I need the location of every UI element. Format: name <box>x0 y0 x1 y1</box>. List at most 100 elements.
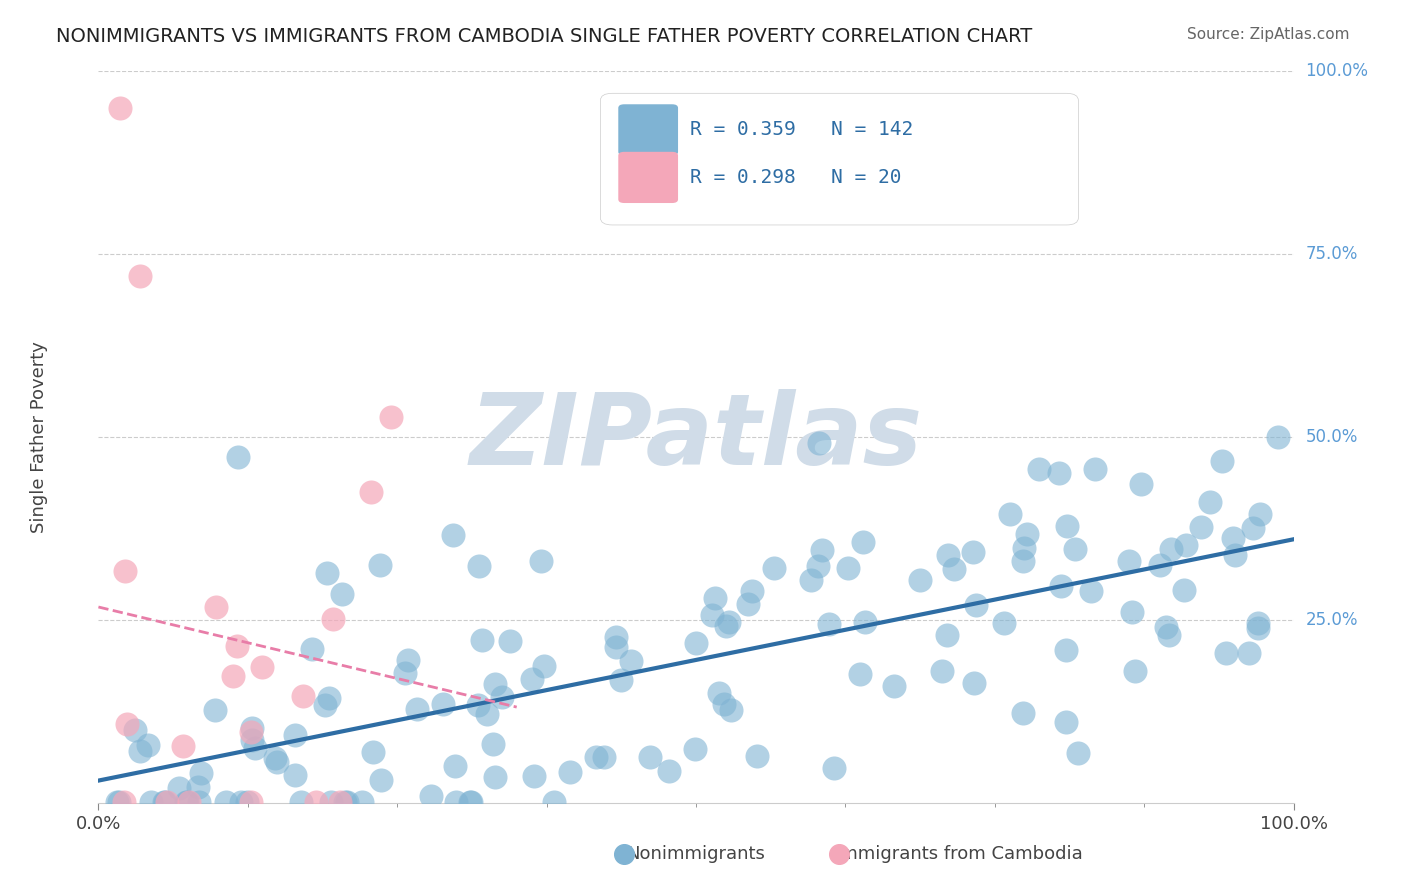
Point <box>1064 541 1087 556</box>
Point <box>229 795 252 809</box>
Point <box>605 640 627 654</box>
Point <box>522 673 544 687</box>
Point <box>1149 558 1171 572</box>
Point <box>1012 554 1035 568</box>
Point <box>380 409 402 424</box>
Point <box>460 795 482 809</box>
Point <box>1160 542 1182 557</box>
Point <box>747 748 769 763</box>
Point <box>823 761 845 775</box>
Point <box>720 703 742 717</box>
Point <box>810 543 832 558</box>
Point <box>1199 495 1222 509</box>
Text: 25.0%: 25.0% <box>1306 611 1358 629</box>
Point <box>139 795 162 809</box>
Point <box>329 795 352 809</box>
Point <box>935 628 957 642</box>
Point <box>714 619 737 633</box>
Point <box>828 847 851 861</box>
Point <box>741 584 763 599</box>
Point <box>1130 477 1153 491</box>
Point <box>943 562 966 576</box>
Point <box>717 615 740 629</box>
Point <box>239 795 262 809</box>
Point <box>962 545 984 559</box>
Point <box>1241 521 1264 535</box>
Point <box>1012 541 1035 556</box>
Point <box>965 598 987 612</box>
Point <box>605 630 627 644</box>
Point <box>301 641 323 656</box>
Point <box>167 780 190 795</box>
Point <box>737 597 759 611</box>
Point <box>316 566 339 580</box>
Point <box>155 795 177 809</box>
Point <box>187 780 209 794</box>
Point <box>1054 643 1077 657</box>
Point <box>685 636 707 650</box>
Point <box>713 697 735 711</box>
Point <box>468 559 491 574</box>
Text: NONIMMIGRANTS VS IMMIGRANTS FROM CAMBODIA SINGLE FATHER POVERTY CORRELATION CHAR: NONIMMIGRANTS VS IMMIGRANTS FROM CAMBODI… <box>56 27 1032 45</box>
Point <box>931 664 953 678</box>
Point <box>361 745 384 759</box>
Point <box>112 795 135 809</box>
Point <box>1049 466 1071 480</box>
Point <box>305 795 328 809</box>
Point <box>1000 507 1022 521</box>
Point <box>529 554 551 568</box>
Point <box>1056 715 1078 730</box>
Point <box>441 528 464 542</box>
Point <box>114 564 136 578</box>
Point <box>533 659 555 673</box>
Point <box>700 607 723 622</box>
Point <box>204 703 226 717</box>
Point <box>226 450 249 464</box>
Point <box>543 795 565 809</box>
Point <box>222 669 245 683</box>
Point <box>368 558 391 573</box>
Point <box>319 795 342 809</box>
Point <box>1017 527 1039 541</box>
Point <box>613 847 636 861</box>
Point <box>1157 628 1180 642</box>
Text: Source: ZipAtlas.com: Source: ZipAtlas.com <box>1187 27 1350 42</box>
Point <box>1121 606 1143 620</box>
Point <box>420 789 443 804</box>
Point <box>266 756 288 770</box>
Point <box>908 573 931 587</box>
Text: ZIPatlas: ZIPatlas <box>470 389 922 485</box>
Point <box>1067 747 1090 761</box>
FancyBboxPatch shape <box>619 104 678 155</box>
Point <box>1249 508 1271 522</box>
Point <box>124 723 146 737</box>
Point <box>560 764 582 779</box>
Point <box>471 633 494 648</box>
Point <box>1222 532 1244 546</box>
Text: 75.0%: 75.0% <box>1306 245 1358 263</box>
Point <box>1237 646 1260 660</box>
Point <box>136 738 159 752</box>
Point <box>225 639 247 653</box>
Point <box>115 717 138 731</box>
Point <box>405 702 427 716</box>
Point <box>153 795 176 809</box>
Point <box>1084 462 1107 476</box>
Point <box>475 706 498 721</box>
Point <box>174 795 197 809</box>
Point <box>336 795 359 809</box>
Point <box>190 766 212 780</box>
Point <box>240 721 263 735</box>
Point <box>284 768 307 782</box>
Text: 100.0%: 100.0% <box>1306 62 1368 80</box>
Point <box>1267 430 1289 444</box>
Point <box>284 728 307 742</box>
Point <box>707 686 730 700</box>
Point <box>360 484 382 499</box>
Point <box>1175 538 1198 552</box>
Point <box>335 795 357 809</box>
Point <box>1056 519 1078 533</box>
Point <box>849 667 872 681</box>
Point <box>215 795 238 809</box>
Point <box>1156 620 1178 634</box>
